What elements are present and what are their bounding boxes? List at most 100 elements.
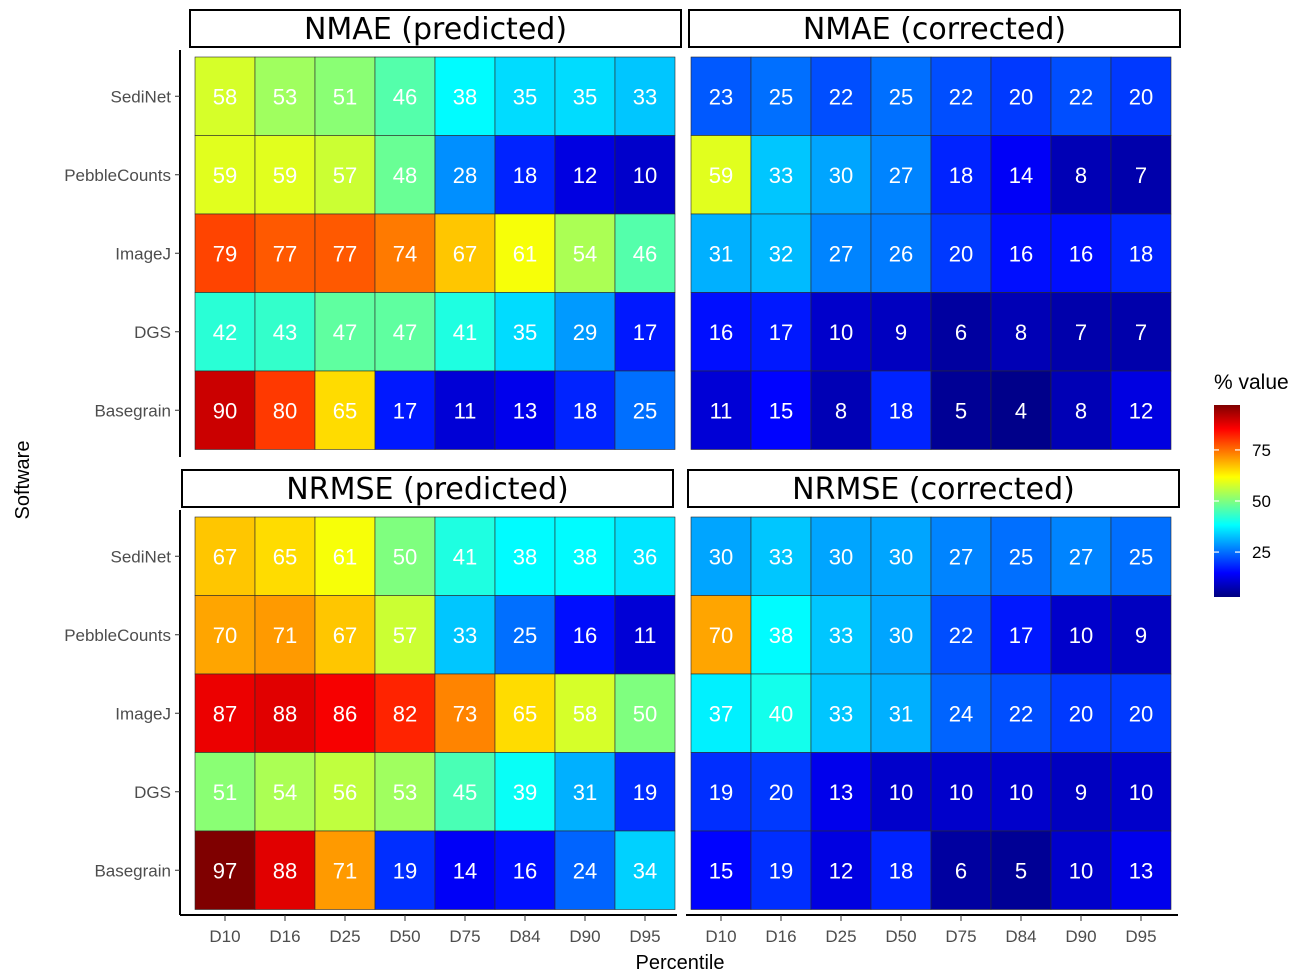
heatmap-panel: NRMSE (corrected) 30 33 30 30 27 25 27 25 70 38 33 3… — [686, 469, 1180, 946]
heatmap-cell — [690, 213, 752, 293]
cell-value-label: 22 — [949, 84, 973, 109]
heatmap-cell — [1110, 292, 1172, 372]
cell-value-label: 33 — [829, 701, 853, 726]
cell-value-label: 12 — [829, 858, 853, 883]
heatmap-cell — [810, 516, 872, 596]
heatmap-cell — [1110, 56, 1172, 136]
cell-value-label: 20 — [1009, 84, 1033, 109]
cell-value-label: 71 — [273, 623, 297, 648]
cell-value-label: 5 — [955, 398, 967, 423]
cell-value-label: 20 — [769, 780, 793, 805]
cell-value-label: 22 — [829, 84, 853, 109]
cell-value-label: 46 — [393, 84, 417, 109]
heatmap-cell — [930, 752, 992, 832]
cell-value-label: 57 — [393, 623, 417, 648]
heatmap-cell — [690, 135, 752, 215]
cell-value-label: 27 — [949, 544, 973, 569]
cell-value-label: 37 — [709, 701, 733, 726]
cell-value-label: 71 — [333, 858, 357, 883]
cell-value-label: 31 — [573, 780, 597, 805]
cell-value-label: 16 — [1009, 241, 1033, 266]
x-tick-label: D84 — [1005, 927, 1036, 946]
cell-value-label: 86 — [333, 701, 357, 726]
heatmap-cell — [1110, 752, 1172, 832]
heatmap-cell — [314, 516, 376, 596]
cell-value-label: 57 — [333, 163, 357, 188]
cell-value-label: 19 — [709, 780, 733, 805]
heatmap-cell — [990, 752, 1052, 832]
cell-value-label: 25 — [513, 623, 537, 648]
heatmap-cell — [990, 595, 1052, 675]
heatmap-cell — [870, 135, 932, 215]
heatmap-cell — [930, 292, 992, 372]
panel-title-box — [688, 9, 1181, 48]
cell-value-label: 17 — [393, 398, 417, 423]
cell-value-label: 18 — [889, 858, 913, 883]
cell-value-label: 34 — [633, 858, 657, 883]
cell-value-label: 17 — [633, 320, 657, 345]
panel-title: NRMSE (predicted) — [286, 472, 568, 507]
heatmap-cell — [810, 213, 872, 293]
cell-value-label: 11 — [710, 398, 733, 423]
heatmap-cell — [614, 213, 676, 293]
cell-value-label: 67 — [333, 623, 357, 648]
heatmap-cell — [254, 213, 316, 293]
heatmap-cell — [434, 56, 496, 136]
cell-value-label: 80 — [273, 398, 297, 423]
heatmap-cell — [870, 213, 932, 293]
cell-value-label: 30 — [829, 163, 853, 188]
cell-value-label: 18 — [889, 398, 913, 423]
heatmap-cell — [554, 56, 616, 136]
heatmap-cell — [930, 370, 992, 450]
heatmap-cell — [930, 830, 992, 910]
heatmap-cell — [254, 752, 316, 832]
cell-value-label: 10 — [1069, 623, 1093, 648]
heatmap-cell — [374, 830, 436, 910]
cell-value-label: 90 — [213, 398, 237, 423]
x-tick-label: D25 — [825, 927, 856, 946]
cell-value-label: 33 — [633, 84, 657, 109]
y-tick-label: SediNet — [111, 547, 172, 566]
cell-value-label: 70 — [213, 623, 237, 648]
cell-value-label: 35 — [513, 84, 537, 109]
cell-value-label: 47 — [333, 320, 357, 345]
heatmap-cell — [374, 370, 436, 450]
cell-value-label: 24 — [949, 701, 973, 726]
cell-value-label: 20 — [949, 241, 973, 266]
cell-value-label: 30 — [889, 544, 913, 569]
heatmap-cell — [494, 135, 556, 215]
heatmap-cell — [494, 213, 556, 293]
cell-value-label: 7 — [1075, 320, 1087, 345]
heatmap-cell — [750, 370, 812, 450]
cell-value-label: 27 — [829, 241, 853, 266]
panel-title-box — [189, 9, 682, 48]
cell-value-label: 27 — [1069, 544, 1093, 569]
cell-value-label: 38 — [573, 544, 597, 569]
heatmap-cell — [690, 516, 752, 596]
cell-value-label: 16 — [513, 858, 537, 883]
heatmap-cell — [690, 830, 752, 910]
heatmap-cell — [1110, 135, 1172, 215]
y-tick-label: PebbleCounts — [64, 166, 171, 185]
cell-value-label: 12 — [1129, 398, 1153, 423]
cell-value-label: 11 — [454, 398, 477, 423]
heatmap-cell — [1050, 830, 1112, 910]
x-tick-label: D95 — [629, 927, 660, 946]
heatmap-cell — [990, 830, 1052, 910]
x-tick-label: D95 — [1125, 927, 1156, 946]
cell-value-label: 41 — [453, 320, 477, 345]
heatmap-cell — [750, 292, 812, 372]
heatmap-cell — [614, 830, 676, 910]
cell-value-label: 65 — [273, 544, 297, 569]
cell-value-label: 25 — [633, 398, 657, 423]
cell-value-label: 59 — [709, 163, 733, 188]
heatmap-cell — [374, 56, 436, 136]
x-axis-title: Percentile — [636, 952, 725, 974]
cell-value-label: 65 — [513, 701, 537, 726]
heatmap-cell — [434, 752, 496, 832]
cell-value-label: 53 — [273, 84, 297, 109]
heatmap-cell — [194, 370, 256, 450]
cell-value-label: 38 — [513, 544, 537, 569]
cell-value-label: 25 — [1129, 544, 1153, 569]
